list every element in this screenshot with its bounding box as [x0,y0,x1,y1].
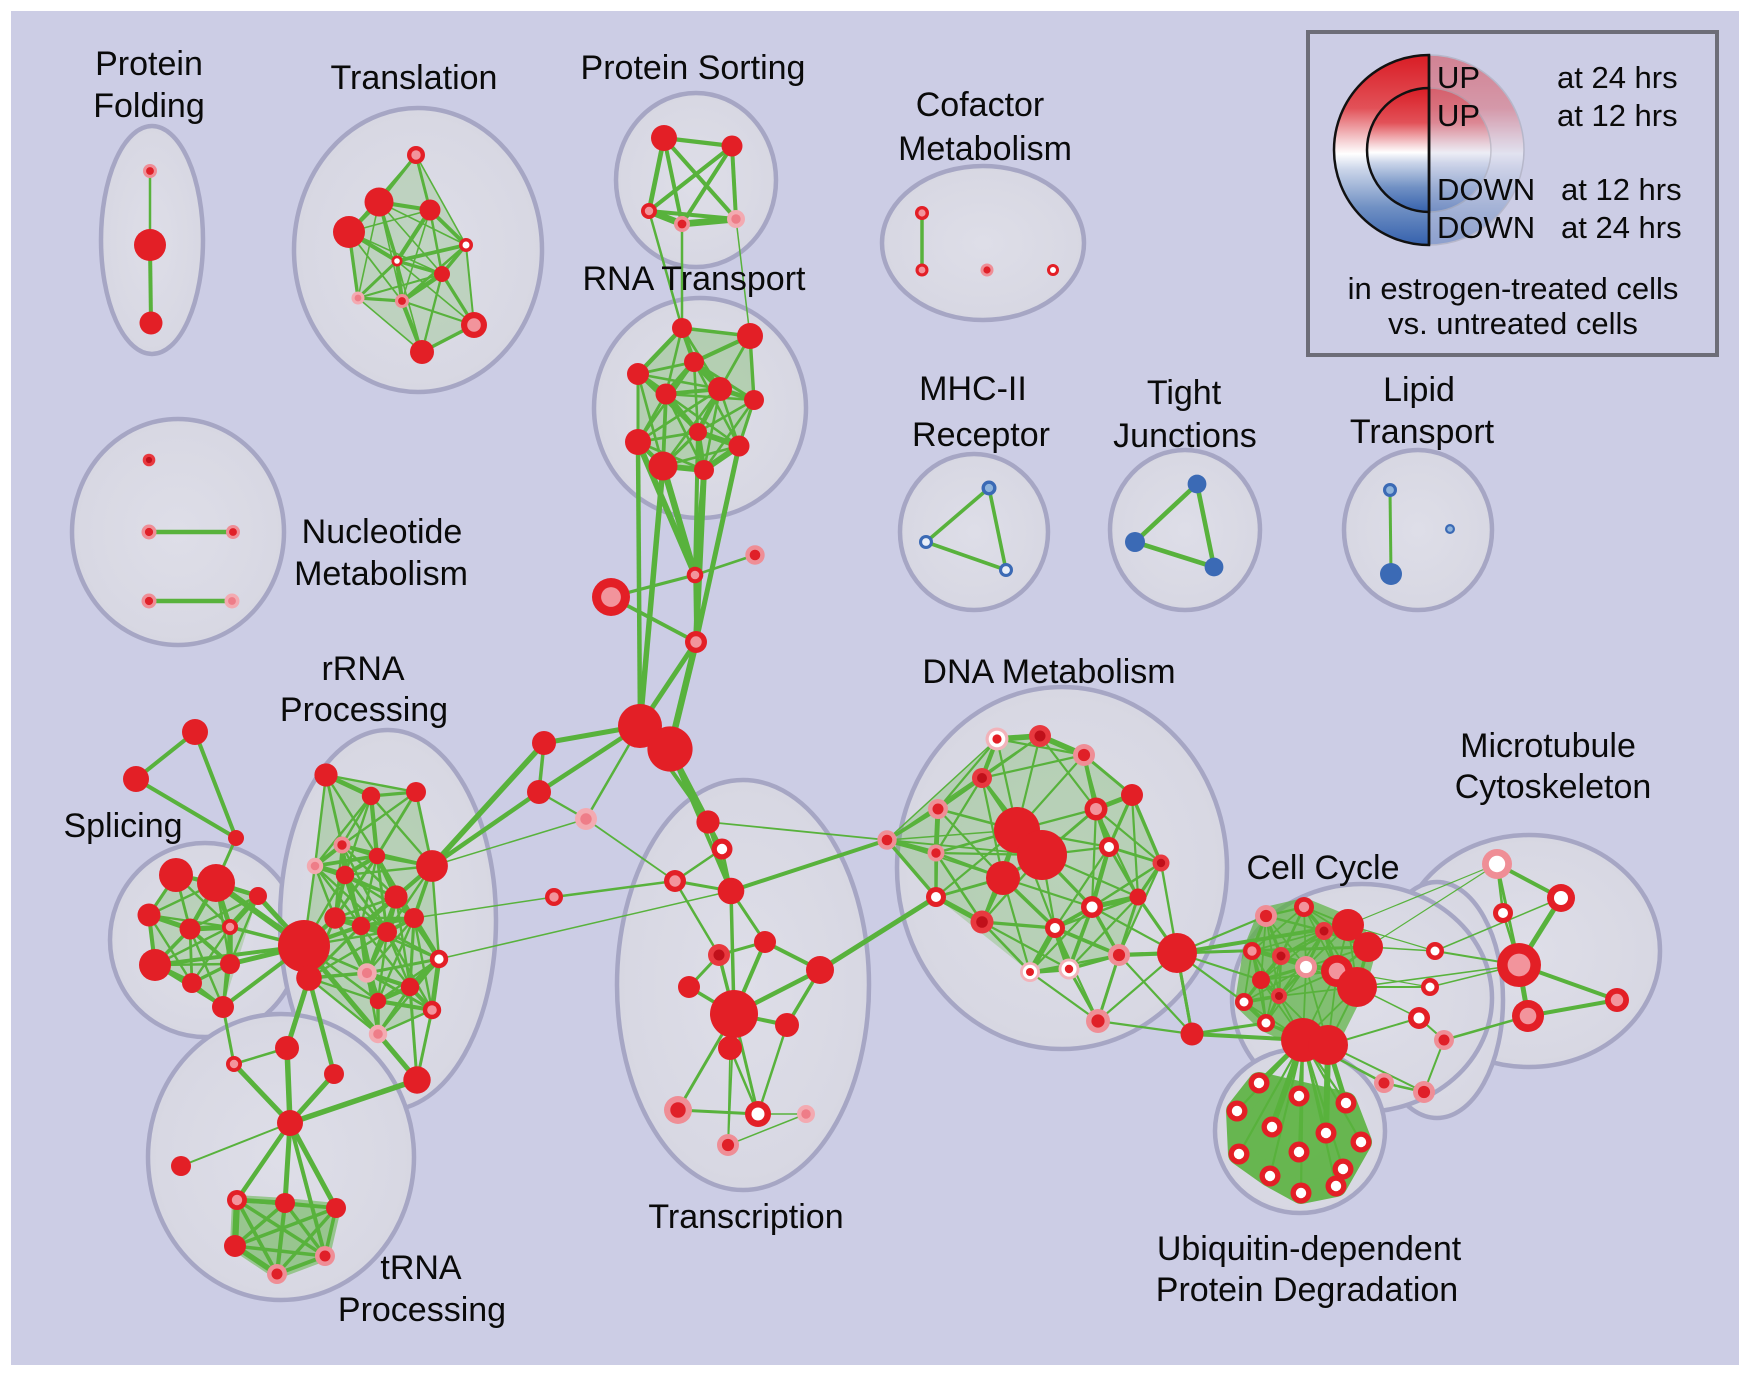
svg-text:Protein Degradation: Protein Degradation [1156,1271,1458,1309]
svg-text:RNA Transport: RNA Transport [583,260,807,298]
svg-text:Folding: Folding [93,87,205,125]
svg-text:in estrogen-treated cells: in estrogen-treated cells [1348,271,1679,306]
svg-text:Receptor: Receptor [912,416,1050,454]
svg-text:at 12 hrs: at 12 hrs [1557,98,1678,133]
svg-text:Protein: Protein [95,45,203,83]
svg-text:MHC-II: MHC-II [919,370,1027,408]
svg-text:Transport: Transport [1350,413,1495,451]
svg-text:Ubiquitin-dependent: Ubiquitin-dependent [1157,1230,1462,1268]
svg-text:Lipid: Lipid [1383,371,1455,409]
svg-text:at 12 hrs: at 12 hrs [1561,172,1682,207]
svg-text:Metabolism: Metabolism [294,555,468,593]
svg-text:Junctions: Junctions [1113,417,1257,455]
svg-text:Cytoskeleton: Cytoskeleton [1455,768,1652,806]
svg-text:Cofactor: Cofactor [916,86,1045,124]
svg-text:vs. untreated cells: vs. untreated cells [1388,306,1638,341]
svg-text:DNA Metabolism: DNA Metabolism [922,653,1175,691]
svg-text:tRNA: tRNA [380,1249,462,1287]
svg-text:Processing: Processing [280,691,448,729]
svg-text:UP: UP [1437,98,1480,133]
svg-text:Splicing: Splicing [63,807,182,845]
svg-text:Transcription: Transcription [648,1198,843,1236]
svg-text:Protein Sorting: Protein Sorting [581,49,806,87]
svg-text:Metabolism: Metabolism [898,130,1072,168]
svg-text:Nucleotide: Nucleotide [302,513,463,551]
svg-text:UP: UP [1437,60,1480,95]
svg-text:at 24 hrs: at 24 hrs [1561,210,1682,245]
svg-text:Processing: Processing [338,1291,506,1329]
svg-text:Translation: Translation [331,59,498,97]
svg-text:Microtubule: Microtubule [1460,727,1636,765]
svg-text:DOWN: DOWN [1437,210,1535,245]
svg-text:DOWN: DOWN [1437,172,1535,207]
svg-text:Tight: Tight [1147,374,1222,412]
svg-text:rRNA: rRNA [321,650,404,688]
svg-text:Cell Cycle: Cell Cycle [1246,849,1399,887]
svg-text:at 24 hrs: at 24 hrs [1557,60,1678,95]
